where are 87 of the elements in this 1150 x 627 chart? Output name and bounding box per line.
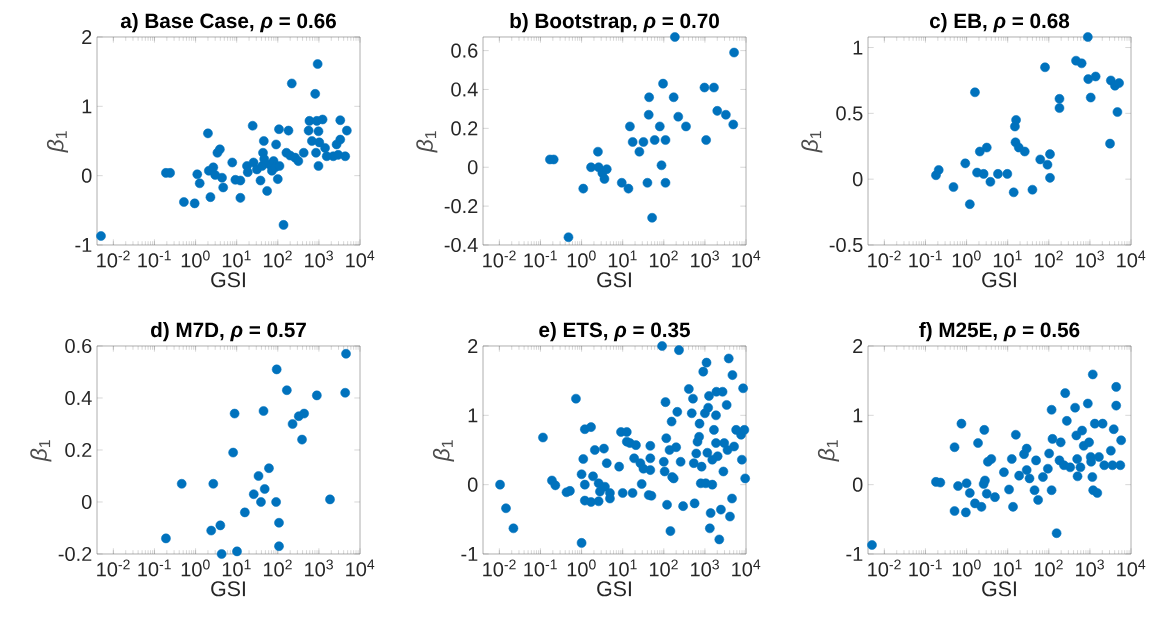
y-tick-label: -1 <box>461 547 478 561</box>
x-tick-label: 10$^{0}$ <box>952 559 981 577</box>
x-tick-label: 10$^{1}$ <box>993 559 1022 577</box>
x-tick-label: 10$^{0}$ <box>181 559 210 577</box>
y-tick-label: 1 <box>853 408 863 423</box>
chart-title: d) M7D, ρ = 0.57 <box>151 322 306 342</box>
y-tick-label: 0.2 <box>451 121 478 136</box>
x-tick-label: 10$^{-1}$ <box>524 559 557 577</box>
x-tick-label: 10$^{3}$ <box>305 559 333 577</box>
y-tick-label: 0.6 <box>65 338 92 354</box>
y-tick-label: 1 <box>468 408 478 423</box>
x-axis-title: GSI <box>211 272 245 288</box>
y-tick-label: 1 <box>82 99 92 114</box>
y-axis-title: β$_{1}$ <box>30 440 52 462</box>
y-tick-label: 0.4 <box>65 390 92 406</box>
y-tick-label: 0 <box>852 477 863 492</box>
y-tick-label: 0 <box>467 160 478 175</box>
x-tick-label: 10$^{3}$ <box>1076 559 1104 577</box>
x-tick-label: 10$^{1}$ <box>993 250 1022 268</box>
x-tick-label: 10$^{2}$ <box>263 250 292 268</box>
x-tick-label: 10$^{4}$ <box>346 559 375 577</box>
chart-title: f) M25E, ρ = 0.56 <box>919 322 1080 342</box>
y-tick-label: 0.2 <box>65 442 92 458</box>
y-tick-label: 2 <box>853 339 863 353</box>
x-tick-label: 10$^{-2}$ <box>868 559 901 577</box>
x-tick-label: 10$^{-2}$ <box>97 559 130 577</box>
y-tick-label: 0 <box>81 494 92 510</box>
y-tick-label: 0 <box>81 168 92 183</box>
x-tick-label: 10$^{2}$ <box>263 559 292 577</box>
x-axis-title: GSI <box>597 272 631 288</box>
x-tick-label: 10$^{1}$ <box>222 559 251 577</box>
y-tick-label: 0.4 <box>451 82 478 97</box>
x-tick-label: 10$^{4}$ <box>1117 250 1146 268</box>
y-axis-title: β$_{1}$ <box>817 440 840 462</box>
x-tick-label: 10$^{-1}$ <box>524 250 557 268</box>
y-tick-label: 0 <box>467 477 478 492</box>
x-tick-label: 10$^{2}$ <box>1034 559 1063 577</box>
x-tick-label: 10$^{1}$ <box>608 559 637 577</box>
y-tick-label: -0.2 <box>444 199 478 214</box>
chart-title: a) Base Case, ρ = 0.66 <box>120 13 336 33</box>
y-tick-label: -1 <box>846 547 863 561</box>
x-tick-label: 10$^{4}$ <box>1117 559 1146 577</box>
x-tick-label: 10$^{2}$ <box>649 250 678 268</box>
y-tick-label: 0.5 <box>836 106 863 121</box>
x-tick-label: 10$^{3}$ <box>1076 250 1104 268</box>
x-tick-label: 10$^{0}$ <box>181 250 210 268</box>
y-axis-title: β$_{1}$ <box>416 131 438 153</box>
x-tick-label: 10$^{-2}$ <box>483 559 516 577</box>
y-tick-label: -1 <box>75 238 92 252</box>
y-tick-label: 2 <box>82 30 92 44</box>
x-tick-label: 10$^{4}$ <box>346 250 375 268</box>
x-tick-label: 10$^{0}$ <box>952 250 981 268</box>
x-tick-label: 10$^{-2}$ <box>483 250 516 268</box>
y-tick-label: -0.5 <box>829 237 863 253</box>
x-tick-label: 10$^{2}$ <box>1034 250 1063 268</box>
x-tick-label: 10$^{0}$ <box>567 559 596 577</box>
y-axis-title: β$_{1}$ <box>46 131 69 153</box>
x-tick-label: 10$^{4}$ <box>732 559 761 577</box>
x-tick-label: 10$^{1}$ <box>608 250 637 268</box>
x-tick-label: 10$^{3}$ <box>691 559 719 577</box>
x-tick-label: 10$^{-2}$ <box>97 250 130 268</box>
y-tick-label: 1 <box>853 40 863 55</box>
y-tick-label: 2 <box>468 339 478 353</box>
x-axis-title: GSI <box>982 581 1016 597</box>
x-tick-label: 10$^{-1}$ <box>138 559 171 577</box>
x-axis-title: GSI <box>211 581 245 597</box>
x-tick-label: 10$^{4}$ <box>732 250 761 268</box>
x-tick-label: 10$^{1}$ <box>222 250 251 268</box>
x-tick-label: 10$^{3}$ <box>691 250 719 268</box>
x-axis-title: GSI <box>597 581 631 597</box>
y-tick-label: -0.2 <box>58 546 92 562</box>
chart-title: b) Bootstrap, ρ = 0.70 <box>510 13 719 33</box>
chart-title: c) EB, ρ = 0.68 <box>930 13 1070 33</box>
y-tick-label: 0.6 <box>451 43 478 58</box>
chart-title: e) ETS, ρ = 0.35 <box>539 322 690 342</box>
y-axis-title: β$_{1}$ <box>801 131 823 153</box>
x-tick-label: 10$^{-1}$ <box>909 559 942 577</box>
y-axis-title: β$_{1}$ <box>432 440 455 462</box>
x-tick-label: 10$^{-2}$ <box>868 250 901 268</box>
x-tick-label: 10$^{0}$ <box>567 250 596 268</box>
x-axis-title: GSI <box>982 272 1016 288</box>
y-tick-label: -0.4 <box>444 237 478 253</box>
y-tick-label: 0 <box>852 172 863 187</box>
x-tick-label: 10$^{-1}$ <box>138 250 171 268</box>
x-tick-label: 10$^{2}$ <box>649 559 678 577</box>
x-tick-label: 10$^{3}$ <box>305 250 333 268</box>
x-tick-label: 10$^{-1}$ <box>909 250 942 268</box>
